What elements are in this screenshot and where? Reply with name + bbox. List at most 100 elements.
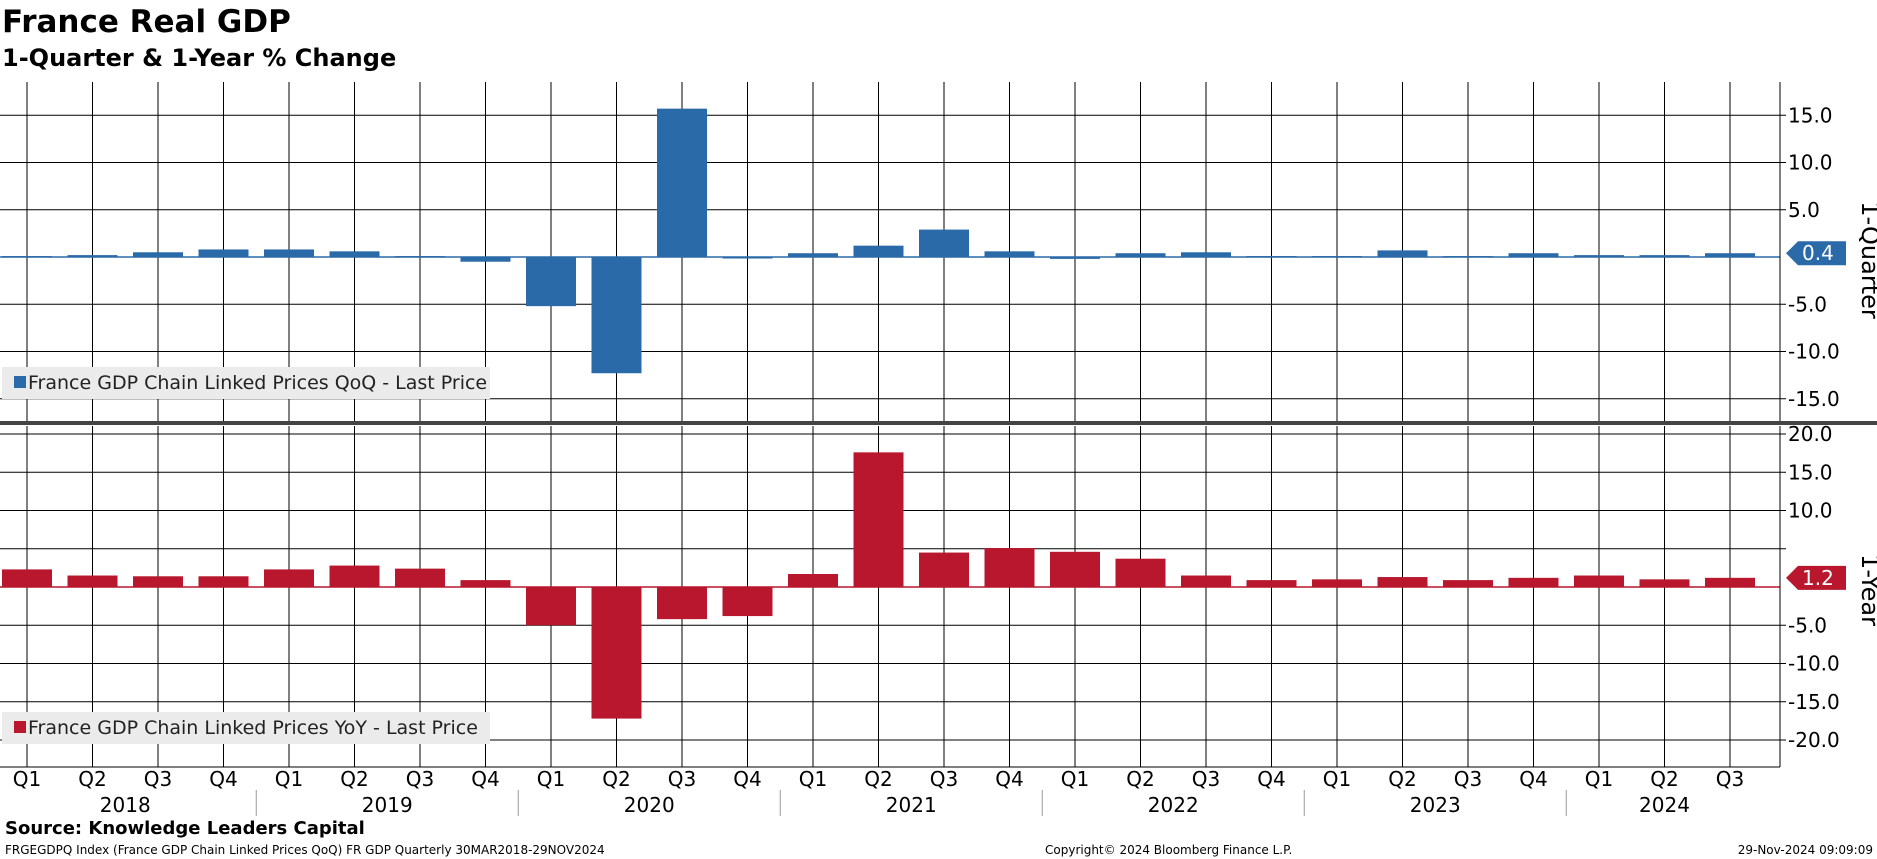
x-quarter-label: Q2 [1388, 767, 1416, 791]
yoy-bar [1508, 577, 1559, 587]
qoq-panel-label: 1-Quarter [1856, 201, 1877, 319]
x-quarter-label: Q4 [1257, 767, 1285, 791]
qoq-bar [67, 255, 118, 257]
x-quarter-label: Q1 [537, 767, 565, 791]
qoq-bar [526, 257, 576, 307]
qoq-bar [2, 256, 52, 258]
qoq-bar [1246, 256, 1297, 258]
yoy-bar [395, 568, 445, 587]
yoy-bar [264, 569, 314, 587]
qoq-bar [1115, 253, 1166, 257]
x-quarter-label: Q2 [864, 767, 892, 791]
x-year-label: 2021 [886, 793, 937, 817]
yoy-bar [1246, 580, 1297, 587]
yoy-bar [853, 452, 904, 587]
x-quarter-label: Q1 [1323, 767, 1351, 791]
yoy-bar [1705, 577, 1755, 587]
yoy-ytick-label: -5.0 [1788, 613, 1827, 637]
yoy-ytick-label: -15.0 [1788, 690, 1840, 714]
yoy-last-value-label: 1.2 [1802, 566, 1834, 590]
x-quarter-label: Q3 [668, 767, 696, 791]
qoq-bar [264, 249, 314, 257]
qoq-bar [1705, 253, 1755, 257]
yoy-legend-swatch [14, 721, 26, 733]
yoy-bar [198, 576, 249, 587]
qoq-bar [984, 251, 1035, 257]
x-quarter-label: Q4 [1519, 767, 1547, 791]
yoy-bar [722, 587, 773, 617]
qoq-bar [853, 245, 904, 257]
x-quarter-label: Q4 [995, 767, 1023, 791]
yoy-bar [1312, 579, 1362, 587]
chart-subtitle: 1-Quarter & 1-Year % Change [2, 44, 397, 72]
panel-separator [0, 421, 1877, 425]
yoy-bar [1181, 575, 1231, 587]
x-quarter-label: Q3 [144, 767, 172, 791]
qoq-bar [1639, 255, 1690, 257]
x-quarter-label: Q1 [275, 767, 303, 791]
x-year-label: 2020 [624, 793, 675, 817]
qoq-bar [1443, 256, 1493, 258]
qoq-bar [1312, 256, 1362, 258]
yoy-legend-box [2, 712, 490, 744]
x-year-label: 2022 [1148, 793, 1199, 817]
yoy-bar [591, 587, 642, 719]
x-quarter-label: Q2 [602, 767, 630, 791]
qoq-bar [1508, 253, 1559, 257]
x-quarter-label: Q1 [1061, 767, 1089, 791]
qoq-ytick-label: 10.0 [1788, 151, 1833, 175]
x-quarter-label: Q1 [13, 767, 41, 791]
yoy-bar [1050, 551, 1100, 587]
yoy-bar [1639, 579, 1690, 587]
yoy-bar [1115, 558, 1166, 587]
qoq-bar [1377, 250, 1428, 257]
qoq-bar [133, 252, 183, 257]
yoy-bar [2, 569, 52, 587]
qoq-bar [198, 249, 249, 257]
qoq-ytick-label: 15.0 [1788, 103, 1833, 127]
x-year-label: 2024 [1639, 793, 1690, 817]
qoq-bar [722, 257, 773, 259]
yoy-ytick-label: -10.0 [1788, 652, 1840, 676]
yoy-bar [1443, 580, 1493, 587]
qoq-bar [460, 257, 511, 262]
x-quarter-label: Q4 [471, 767, 499, 791]
chart-title: France Real GDP [2, 4, 291, 40]
qoq-bar [788, 253, 838, 257]
qoq-ytick-label: -15.0 [1788, 387, 1840, 411]
qoq-legend-box [2, 367, 490, 399]
yoy-panel-label: 1-Year [1856, 554, 1877, 626]
yoy-bar [526, 587, 576, 626]
qoq-ytick-label: -5.0 [1788, 292, 1827, 316]
yoy-last-value-flag [1786, 565, 1846, 590]
qoq-bar [329, 251, 380, 257]
qoq-bar [919, 229, 969, 257]
x-year-label: 2019 [362, 793, 413, 817]
source-note: Source: Knowledge Leaders Capital [5, 818, 365, 839]
x-quarter-label: Q2 [340, 767, 368, 791]
yoy-bar [788, 573, 838, 587]
yoy-bar [1574, 575, 1624, 587]
x-quarter-label: Q2 [1650, 767, 1678, 791]
qoq-last-value-flag [1786, 241, 1846, 266]
x-quarter-label: Q3 [1192, 767, 1220, 791]
yoy-bar [67, 575, 118, 587]
x-quarter-label: Q1 [1585, 767, 1613, 791]
x-quarter-label: Q3 [406, 767, 434, 791]
x-year-label: 2018 [100, 793, 151, 817]
qoq-bar [395, 256, 445, 258]
yoy-legend-label: France GDP Chain Linked Prices YoY - Las… [28, 717, 478, 739]
timestamp: 29-Nov-2024 09:09:09 [1737, 843, 1873, 857]
yoy-bar [657, 587, 707, 620]
x-quarter-label: Q2 [78, 767, 106, 791]
yoy-bar [1377, 577, 1428, 587]
qoq-ytick-label: -10.0 [1788, 340, 1840, 364]
yoy-bar [460, 580, 511, 587]
qoq-bar [657, 108, 707, 257]
x-year-label: 2023 [1410, 793, 1461, 817]
x-quarter-label: Q4 [733, 767, 761, 791]
qoq-bar [591, 257, 642, 374]
yoy-ytick-label: 20.0 [1788, 422, 1833, 446]
qoq-last-value-label: 0.4 [1802, 241, 1834, 265]
